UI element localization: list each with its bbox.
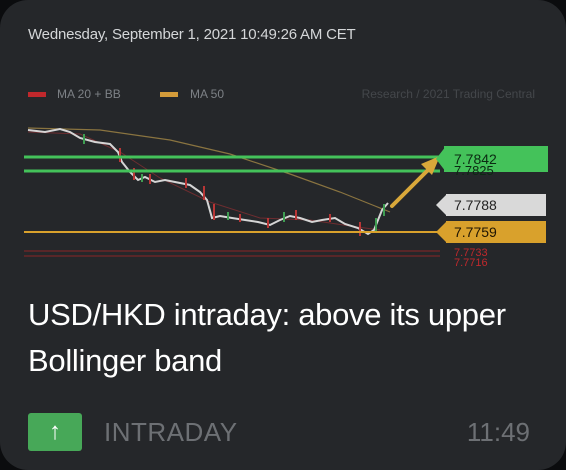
chart-watermark: Research / 2021 Trading Central — [362, 87, 535, 101]
price-tag-current: 7.7788 — [454, 197, 497, 213]
headline[interactable]: USD/HKD intraday: above its upper Bollin… — [28, 297, 506, 378]
price-line — [27, 127, 389, 236]
price-tag-pivot: 7.7759 — [454, 224, 497, 240]
ma50-line — [27, 127, 391, 213]
candle-accents — [119, 148, 361, 236]
price-tag-pivot-bg — [446, 221, 546, 243]
time-label: 11:49 — [466, 417, 530, 447]
projection-arrow-head — [421, 156, 440, 175]
ma20-line — [27, 131, 381, 231]
price-tag-r1: 7.7842 — [454, 151, 497, 167]
price-tag-pivot-pointer — [436, 221, 447, 243]
category-label: INTRADAY — [104, 417, 238, 447]
price-tag-r2: 7.7825 — [454, 163, 494, 178]
price-tag-r1-pointer — [436, 146, 446, 172]
timestamp: Wednesday, September 1, 2021 10:49:26 AM… — [28, 26, 356, 43]
price-tag-r1-bg — [444, 146, 548, 172]
price-tag-current-bg — [446, 194, 546, 216]
legend-label-ma50: MA 50 — [190, 87, 224, 101]
price-tag-s2: 7.7716 — [454, 257, 488, 269]
arrow-up-icon: ↑ — [49, 418, 61, 445]
direction-badge: ↑ — [28, 413, 82, 451]
chart: MA 20 + BB MA 50 Research / 2021 Trading… — [24, 87, 548, 269]
candle-accents-green — [83, 134, 385, 232]
projection-arrow-line — [390, 166, 432, 208]
price-tag-s1: 7.7733 — [454, 247, 488, 259]
price-tag-current-pointer — [436, 194, 447, 216]
legend-swatch-ma50 — [160, 92, 178, 97]
legend-swatch-ma20 — [28, 92, 46, 97]
legend-label-ma20: MA 20 + BB — [57, 87, 121, 101]
